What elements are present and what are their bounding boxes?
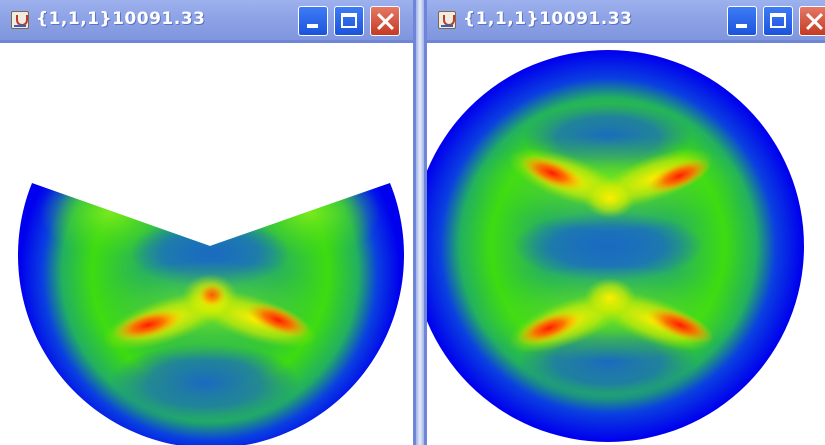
window-title: {1,1,1}10091.33 xyxy=(463,9,633,29)
close-button[interactable] xyxy=(799,6,825,36)
minimize-button[interactable] xyxy=(727,6,757,36)
title-bar[interactable]: {1,1,1}10091.33 xyxy=(0,0,413,43)
close-button[interactable] xyxy=(370,6,400,36)
minimize-button[interactable] xyxy=(298,6,328,36)
maximize-button[interactable] xyxy=(334,6,364,36)
window-title: {1,1,1}10091.33 xyxy=(36,9,206,29)
pole-figure-window-right: {1,1,1}10091.33 xyxy=(424,0,825,445)
maximize-button[interactable] xyxy=(763,6,793,36)
window-gap xyxy=(416,0,424,445)
pole-figure-sector-plot xyxy=(18,183,405,445)
title-bar[interactable]: {1,1,1}10091.33 xyxy=(427,0,825,43)
java-cup-icon[interactable] xyxy=(438,11,456,29)
java-cup-icon[interactable] xyxy=(11,11,29,29)
pole-figure-window-left: {1,1,1}10091.33 xyxy=(0,0,416,445)
pole-figure-full-plot xyxy=(427,50,804,442)
